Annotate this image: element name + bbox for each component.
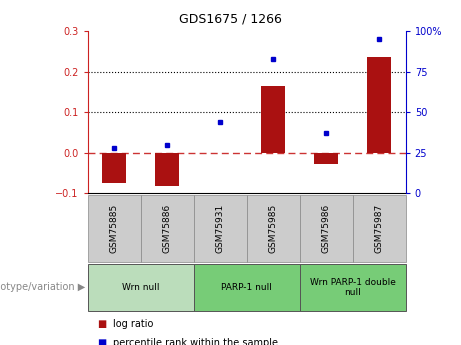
Text: log ratio: log ratio bbox=[113, 319, 154, 329]
Text: GSM75931: GSM75931 bbox=[216, 204, 225, 253]
Bar bbox=[314, 152, 338, 164]
Text: GSM75986: GSM75986 bbox=[322, 204, 331, 253]
Bar bbox=[367, 57, 391, 152]
Text: GSM75886: GSM75886 bbox=[163, 204, 171, 253]
Text: ■: ■ bbox=[97, 338, 106, 345]
Text: PARP-1 null: PARP-1 null bbox=[221, 283, 272, 292]
Bar bbox=[261, 86, 285, 152]
Text: GSM75985: GSM75985 bbox=[269, 204, 278, 253]
Text: GDS1675 / 1266: GDS1675 / 1266 bbox=[179, 12, 282, 25]
Text: genotype/variation ▶: genotype/variation ▶ bbox=[0, 282, 85, 292]
Text: ■: ■ bbox=[97, 319, 106, 329]
Bar bbox=[155, 152, 179, 186]
Text: percentile rank within the sample: percentile rank within the sample bbox=[113, 338, 278, 345]
Text: Wrn PARP-1 double
null: Wrn PARP-1 double null bbox=[310, 277, 396, 297]
Bar bbox=[208, 152, 232, 154]
Text: Wrn null: Wrn null bbox=[122, 283, 160, 292]
Text: GSM75885: GSM75885 bbox=[110, 204, 118, 253]
Bar bbox=[102, 152, 126, 183]
Text: GSM75987: GSM75987 bbox=[375, 204, 384, 253]
